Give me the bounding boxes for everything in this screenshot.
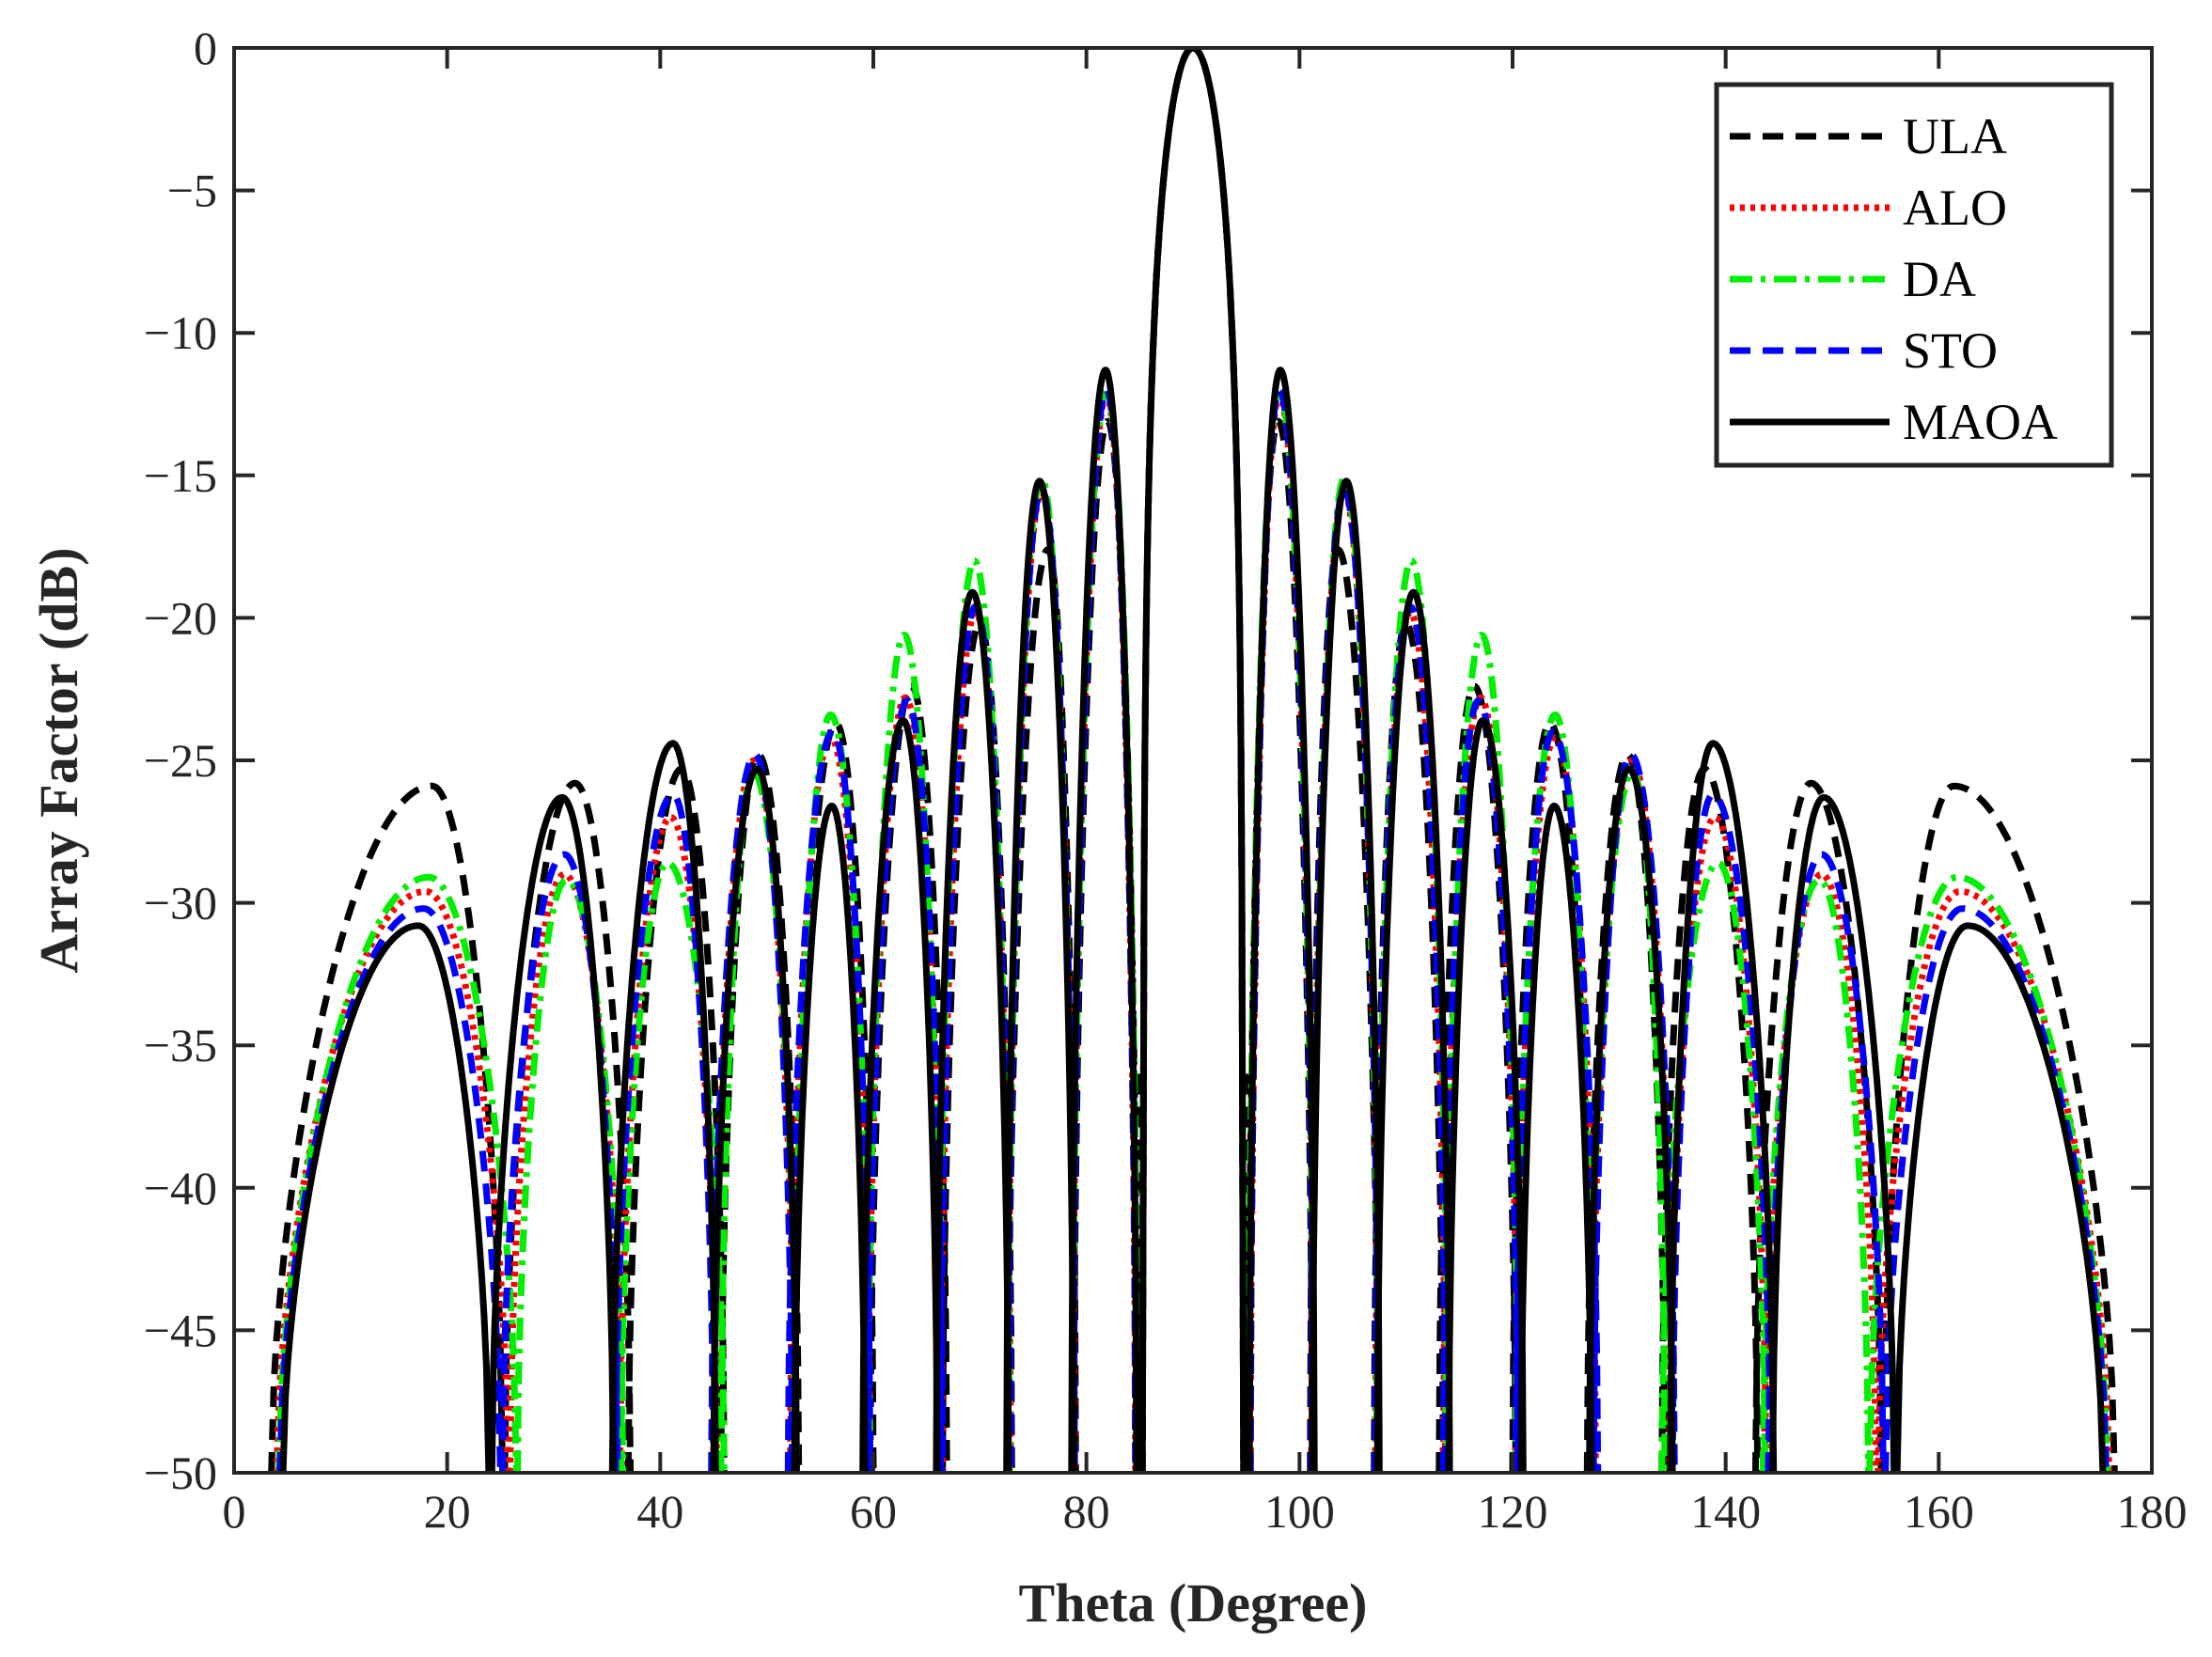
series-da-lobe-17: [1759, 876, 1872, 1473]
x-tick-label: 160: [1904, 1485, 1974, 1538]
series-maoa-lobe-15: [1586, 765, 1676, 1473]
x-tick-label: 80: [1063, 1485, 1110, 1538]
series-alo-lobe-1: [273, 888, 511, 1473]
series-da-lobe-3: [617, 859, 728, 1473]
y-tick-label: 0: [194, 22, 217, 74]
series-da-lobe-6: [864, 632, 944, 1473]
series-maoa-lobe-12: [1373, 588, 1453, 1473]
series-sto-lobe-6: [864, 696, 947, 1473]
series-maoa-lobe-17: [1769, 793, 1898, 1473]
series-maoa-lobe-7: [933, 588, 1012, 1473]
series-ula-lobe-3: [624, 765, 728, 1473]
legend-entry-da: DA: [1730, 251, 1976, 307]
y-tick-label: −15: [144, 449, 217, 502]
x-tick-label: 60: [850, 1485, 897, 1538]
series-maoa-lobe-8: [1003, 477, 1077, 1473]
series-sto-lobe-2: [499, 851, 621, 1473]
x-tick-label: 140: [1690, 1485, 1761, 1538]
series-maoa-lobe-11: [1309, 477, 1383, 1473]
series-maoa-lobe-5: [791, 803, 869, 1473]
y-tick-label: −25: [144, 734, 217, 787]
legend-label-ula: ULA: [1903, 108, 2007, 164]
y-axis-title: Array Factor (dB): [28, 547, 89, 973]
series-maoa-lobe-16: [1667, 740, 1778, 1473]
legend-label-da: DA: [1903, 251, 1976, 307]
legend-label-sto: STO: [1903, 322, 1998, 379]
y-tick-label: −35: [144, 1019, 217, 1071]
series-alo-lobe-18: [1875, 888, 2113, 1473]
legend-label-maoa: MAOA: [1903, 394, 2058, 450]
series-ula-lobe-14: [1509, 720, 1596, 1473]
series-maoa-lobe-1: [279, 922, 493, 1473]
y-tick-label: −45: [144, 1304, 217, 1356]
series-sto-lobe-16: [1669, 790, 1774, 1473]
x-axis-title: Theta (Degree): [1019, 1572, 1368, 1634]
series-maoa-lobe-18: [1893, 922, 2107, 1473]
x-tick-label: 120: [1478, 1485, 1548, 1538]
y-tick-label: −30: [144, 877, 217, 930]
legend-box: [1714, 82, 2114, 468]
series-maoa-lobe-6: [859, 717, 941, 1473]
tick-labels: 0 20 40 60 80 100 120 140 160 180 0 −5 −10 −15 −20 −25 −…: [144, 22, 2188, 1538]
series-layer: [268, 48, 2118, 1473]
legend-entry-ula: ULA: [1730, 108, 2007, 164]
series-maoa-lobe-14: [1517, 803, 1595, 1473]
y-tick-label: −10: [144, 306, 217, 359]
series-ula-lobe-16: [1658, 765, 1762, 1473]
series-sto-lobe-5: [784, 728, 874, 1473]
series-maoa-main-lobe: [1138, 48, 1247, 1473]
series-maoa-lobe-13: [1445, 717, 1527, 1473]
y-tick-label: −40: [144, 1162, 217, 1214]
x-tick-label: 20: [424, 1485, 471, 1538]
ticks: [232, 46, 2154, 1475]
legend-label-alo: ALO: [1903, 180, 2007, 236]
y-tick-label: −5: [167, 164, 217, 217]
series-maoa-lobe-2: [488, 793, 617, 1473]
x-tick-label: 100: [1264, 1485, 1335, 1538]
legend-entry-maoa: MAOA: [1730, 394, 2058, 450]
legend: ULA ALO DA STO MAOA: [1714, 82, 2114, 468]
series-maoa-lobe-9: [1068, 367, 1140, 1473]
series-da-lobe-5: [790, 711, 874, 1473]
series-maoa-lobe-3: [608, 740, 719, 1473]
series-ula-lobe-17: [1751, 779, 1885, 1473]
legend-entry-alo: ALO: [1730, 180, 2007, 236]
legend-entry-sto: STO: [1730, 322, 1998, 379]
series-ula-lobe-1: [268, 782, 507, 1473]
series-da-lobe-14: [1512, 711, 1596, 1473]
series-maoa-lobe-10: [1246, 367, 1318, 1473]
series-alo-lobe-16: [1666, 814, 1770, 1473]
series-da-lobe-1: [275, 873, 520, 1473]
series-sto-lobe-3: [612, 790, 717, 1473]
series-sto-lobe-13: [1439, 696, 1522, 1473]
series-ula-lobe-18: [1879, 782, 2118, 1473]
x-tick-label: 180: [2117, 1485, 2188, 1538]
series-sto-lobe-14: [1512, 728, 1602, 1473]
series-maoa: [279, 48, 2107, 1473]
series-da-lobe-18: [1866, 873, 2110, 1473]
x-tick-label: 40: [636, 1485, 683, 1538]
y-tick-label: −50: [144, 1446, 217, 1499]
y-tick-label: −20: [144, 591, 217, 644]
series-maoa-lobe-4: [710, 765, 800, 1473]
x-tick-label: 0: [223, 1485, 246, 1538]
